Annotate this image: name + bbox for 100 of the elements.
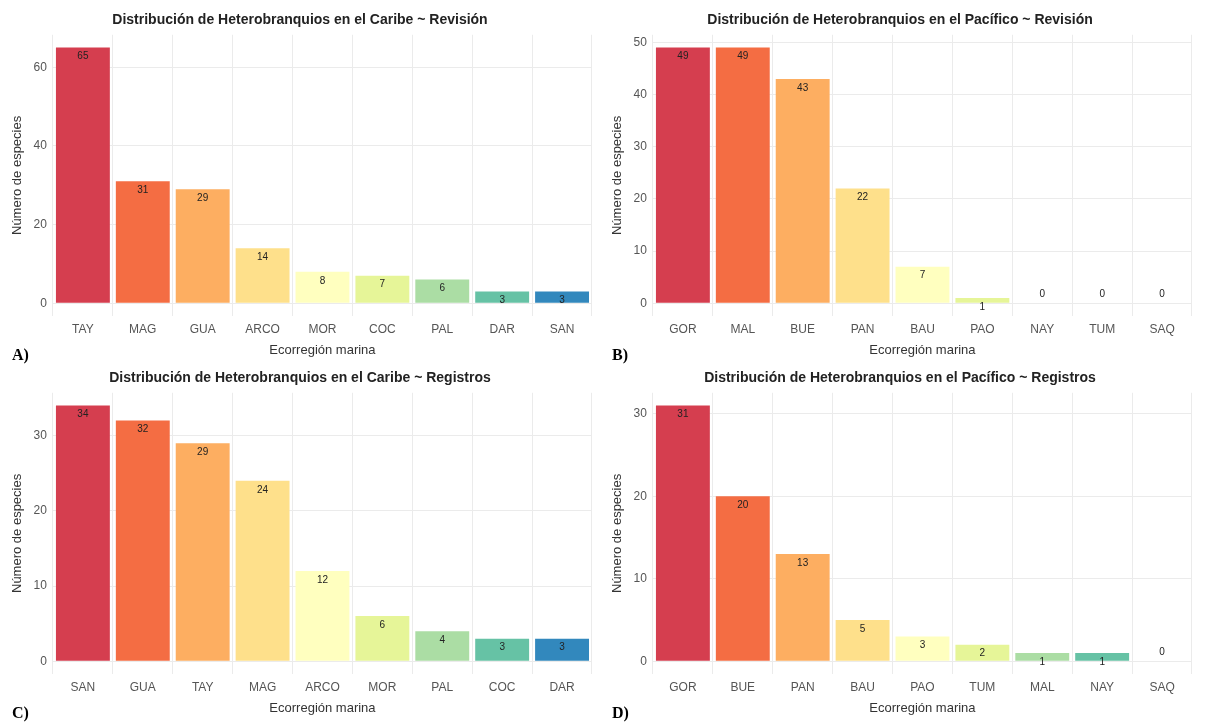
y-tick-label: 0	[40, 295, 48, 310]
x-tick-label: BUE	[790, 321, 816, 336]
x-tick-label: GOR	[669, 679, 697, 694]
x-tick-label: PAO	[970, 321, 995, 336]
data-label: 0	[1159, 645, 1166, 657]
y-tick-label: 20	[33, 503, 48, 518]
chart-title: Distribución de Heterobranquios en el Caribe ~ Revisión	[112, 11, 488, 28]
x-tick-label: GUA	[129, 679, 156, 694]
chart-title: Distribución de Heterobranquios en el Pacífico ~ Registros	[704, 369, 1097, 386]
bar	[835, 188, 890, 303]
x-tick-label: PAL	[431, 321, 454, 336]
bar	[655, 47, 710, 303]
data-label: 13	[797, 556, 809, 568]
data-label: 24	[257, 483, 269, 495]
bar	[715, 47, 770, 303]
x-tick-label: SAN	[549, 321, 575, 336]
y-tick-label: 40	[633, 86, 648, 101]
x-tick-label: NAY	[1030, 321, 1055, 336]
data-label: 31	[677, 408, 689, 420]
bar	[175, 189, 230, 303]
y-tick-label: 30	[633, 139, 648, 154]
bar	[55, 47, 110, 303]
x-tick-label: NAY	[1090, 679, 1115, 694]
chart-title: Distribución de Heterobranquios en el Caribe ~ Registros	[109, 369, 491, 386]
bar	[415, 279, 470, 303]
data-label: 7	[379, 278, 386, 290]
data-label: 0	[1099, 287, 1106, 299]
bar	[775, 554, 830, 661]
x-axis-title: Ecorregión marina	[869, 699, 977, 715]
data-label: 8	[319, 274, 326, 286]
y-tick-label: 10	[33, 578, 48, 593]
data-label: 31	[137, 184, 149, 196]
bar	[415, 631, 470, 661]
x-axis-title: Ecorregión marina	[269, 699, 377, 715]
bar	[955, 644, 1010, 661]
y-tick-label: 10	[633, 571, 648, 586]
x-tick-label: DAR	[549, 679, 576, 694]
y-tick-label: 50	[633, 34, 648, 49]
x-tick-label: SAN	[70, 679, 96, 694]
data-label: 14	[257, 250, 269, 262]
y-axis-title: Número de especies	[9, 115, 25, 236]
bar	[175, 443, 230, 661]
x-tick-label: DAR	[489, 321, 516, 336]
y-tick-label: 10	[633, 243, 648, 258]
bar	[535, 638, 590, 661]
data-label: 49	[737, 50, 749, 62]
x-tick-label: MAL	[1029, 679, 1055, 694]
x-tick-label: TUM	[1089, 321, 1116, 336]
x-tick-label: ARCO	[245, 321, 280, 336]
x-tick-label: SAQ	[1149, 679, 1175, 694]
bar	[355, 616, 410, 661]
bar	[295, 271, 350, 303]
data-label: 3	[499, 641, 506, 653]
data-label: 34	[77, 408, 89, 420]
data-label: 49	[677, 50, 689, 62]
x-tick-label: TUM	[969, 679, 996, 694]
x-tick-label: MAG	[129, 321, 157, 336]
x-axis-title: Ecorregión marina	[269, 341, 377, 357]
data-label: 5	[859, 622, 866, 634]
data-label: 6	[439, 282, 446, 294]
data-label: 7	[919, 269, 926, 281]
data-label: 32	[137, 423, 149, 435]
bar	[475, 638, 530, 661]
x-tick-label: PAN	[850, 321, 875, 336]
x-axis-title: Ecorregión marina	[869, 341, 977, 357]
data-label: 4	[439, 633, 446, 645]
x-tick-label: SAQ	[1149, 321, 1175, 336]
data-label: 20	[737, 499, 749, 511]
y-tick-label: 30	[633, 406, 648, 421]
bar	[715, 496, 770, 661]
x-tick-label: MAG	[248, 679, 277, 694]
x-tick-label: PAO	[910, 679, 935, 694]
data-label: 12	[316, 573, 329, 585]
x-tick-label: BAU	[850, 679, 875, 694]
data-label: 1	[1039, 655, 1046, 667]
data-label: 6	[379, 618, 386, 630]
data-label: 22	[857, 191, 869, 203]
data-label: 3	[559, 294, 566, 306]
y-tick-label: 60	[33, 59, 48, 74]
y-tick-label: 20	[633, 191, 648, 206]
bar	[895, 266, 950, 303]
bar	[775, 78, 830, 303]
data-label: 3	[559, 641, 566, 653]
y-tick-label: 0	[40, 653, 48, 668]
data-label: 0	[1039, 287, 1046, 299]
bar	[115, 420, 170, 661]
bar	[295, 570, 350, 661]
bar	[655, 405, 710, 661]
bar	[115, 181, 170, 303]
data-label: 1	[1099, 655, 1106, 667]
x-tick-label: GOR	[669, 321, 697, 336]
x-tick-label: BAU	[910, 321, 935, 336]
bar	[895, 636, 950, 661]
bar	[55, 405, 110, 661]
x-tick-label: GUA	[189, 321, 216, 336]
x-tick-label: MAL	[730, 321, 756, 336]
data-label: 65	[77, 50, 89, 62]
y-tick-label: 20	[33, 216, 48, 231]
text: C)	[12, 704, 29, 722]
data-label: 1	[979, 300, 986, 312]
